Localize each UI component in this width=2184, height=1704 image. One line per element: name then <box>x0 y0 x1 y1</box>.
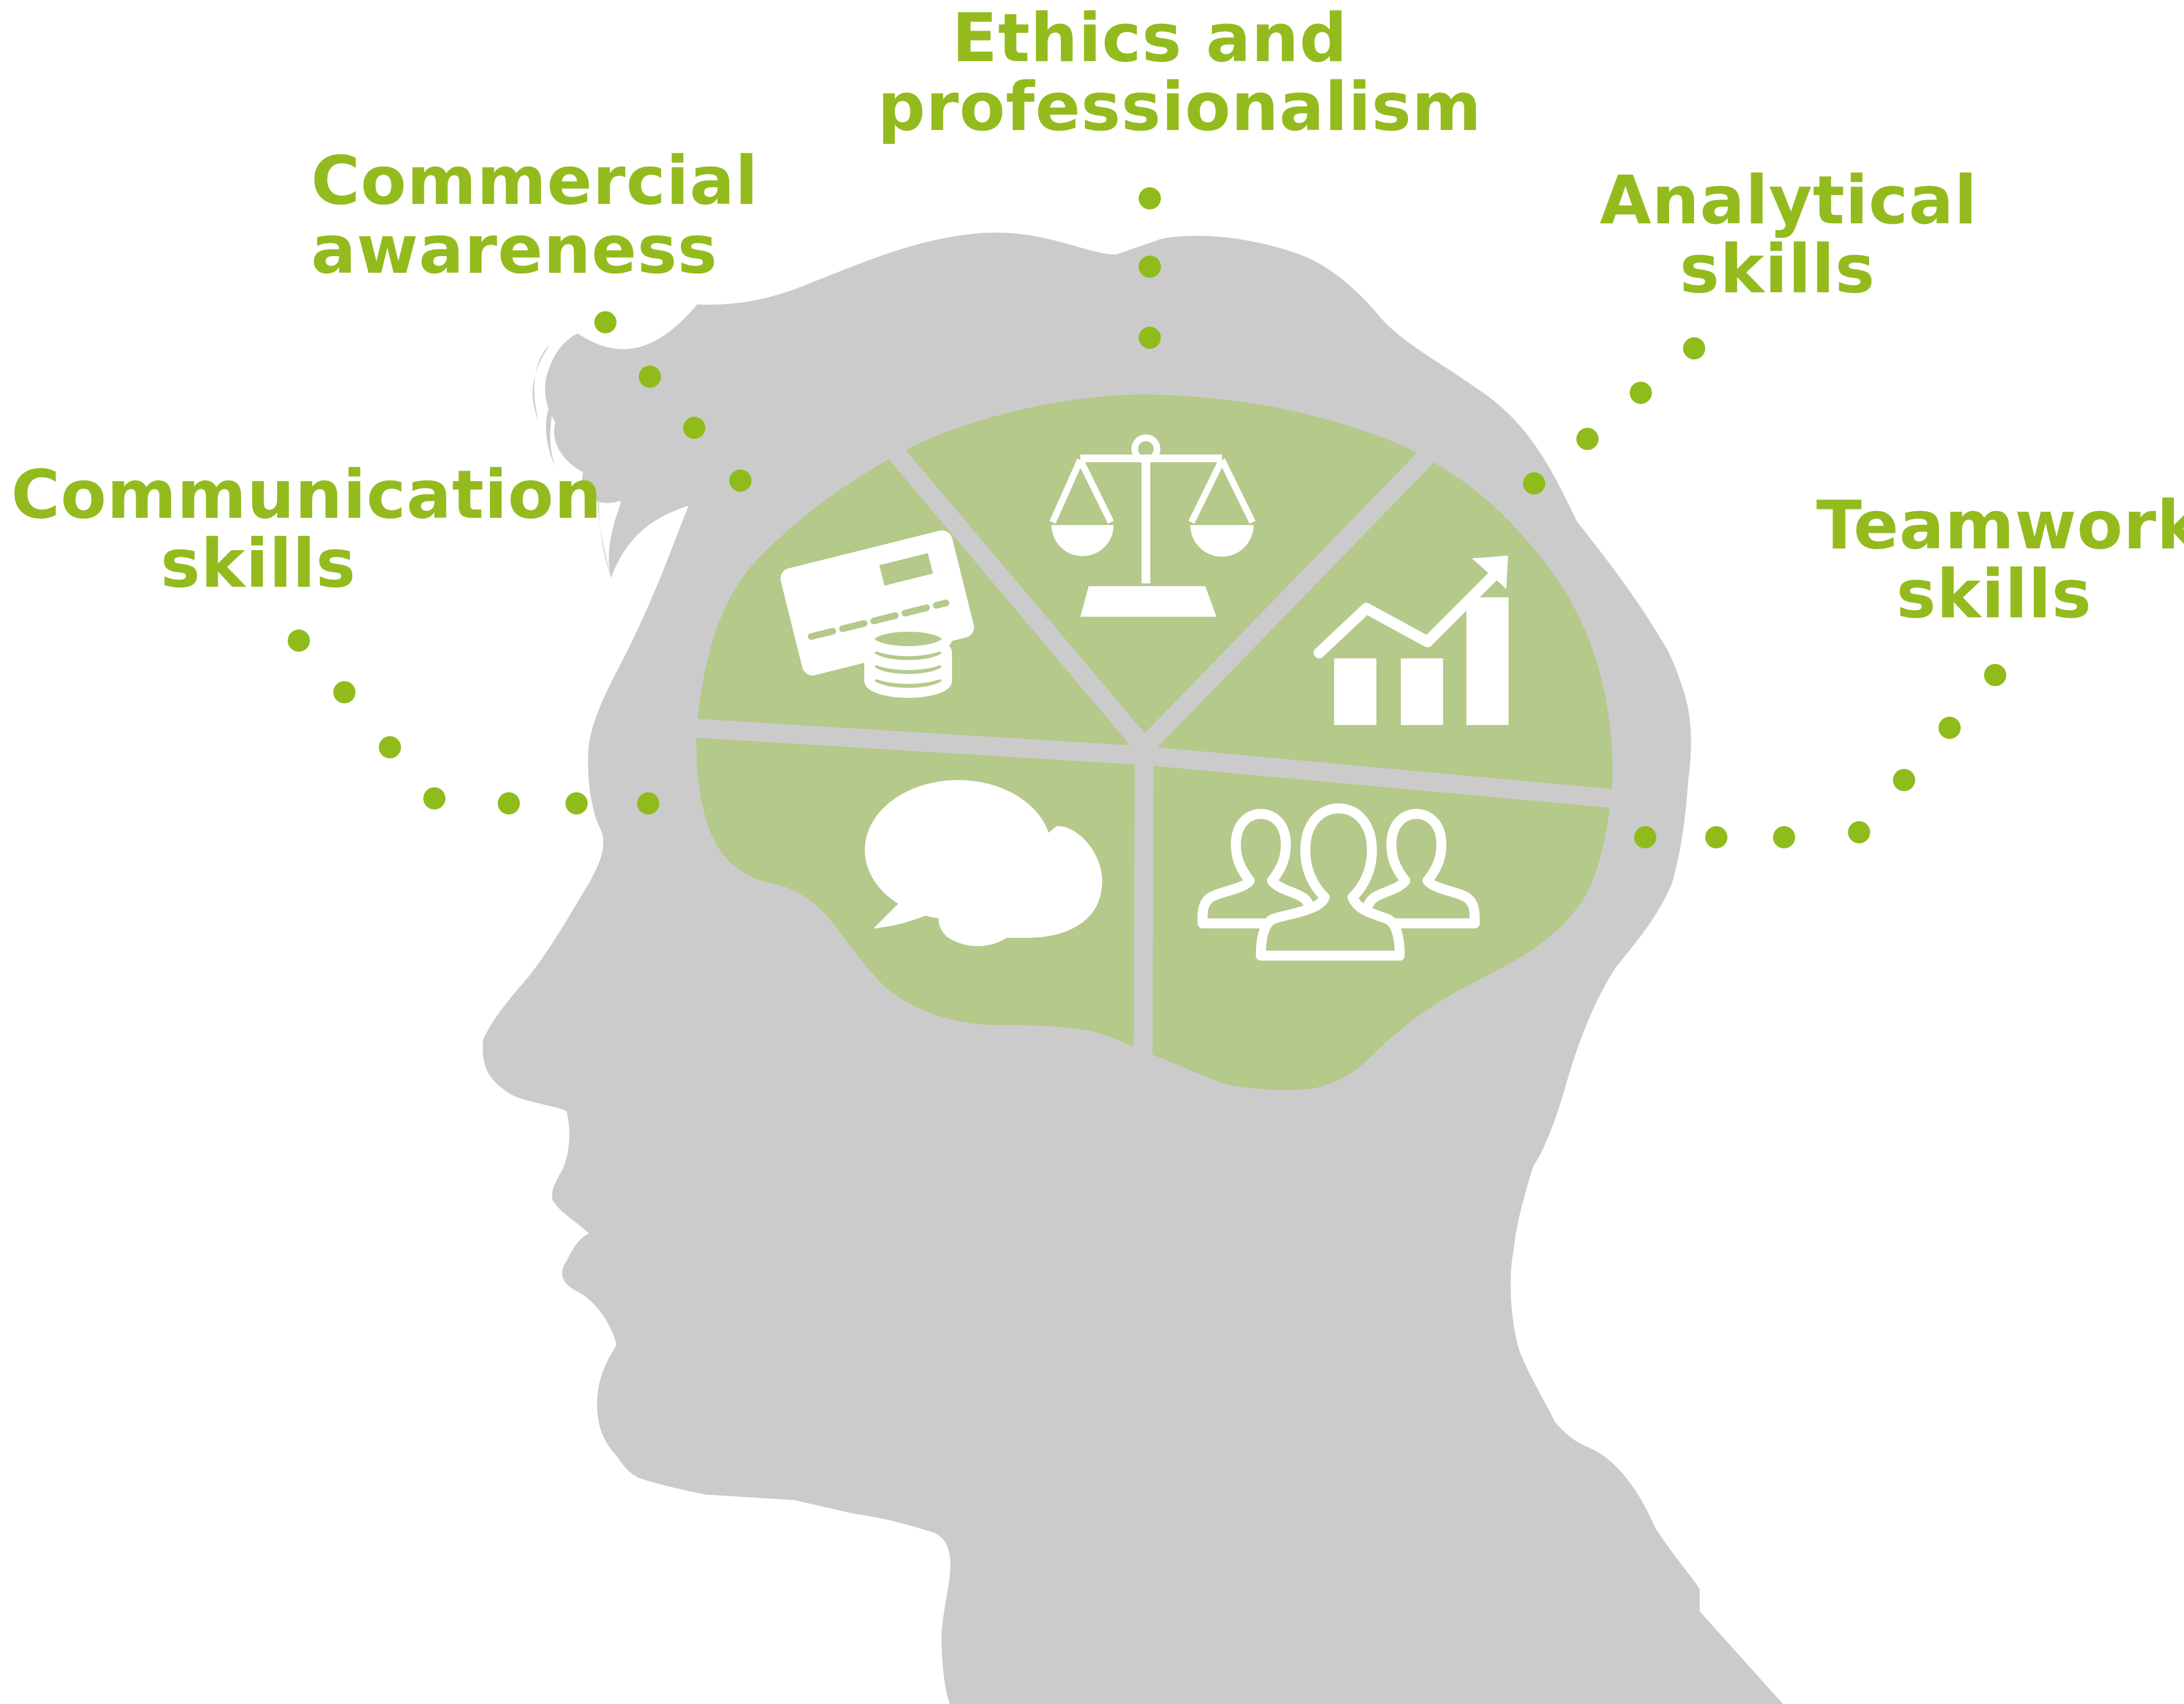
teamwork-line1: Teamwork <box>1816 487 2184 564</box>
communication-skills-label: Communication skills <box>11 457 603 603</box>
ethics-line2: professionalism <box>878 69 1482 146</box>
rising-bar-chart-icon <box>1314 556 1509 725</box>
speech-bubbles-icon <box>865 780 1103 946</box>
ethics-professionalism-label: Ethics and professionalism <box>878 0 1482 146</box>
balance-scale-icon <box>1049 434 1256 617</box>
commercial-dots <box>594 311 752 492</box>
teamwork-line2: skills <box>1896 556 2092 633</box>
ethics-dots <box>1139 187 1161 349</box>
commercial-awareness-label: Commercial awareness <box>311 143 759 289</box>
analytical-dots <box>1523 337 1705 494</box>
ethics-line1: Ethics and <box>951 0 1348 77</box>
credit-card-coins-icon <box>780 530 974 698</box>
analytical-line1: Analytical <box>1600 162 1978 239</box>
analytical-line2: skills <box>1679 231 1876 308</box>
teamwork-skills-label: Teamwork skills <box>1816 487 2184 633</box>
analytical-skills-label: Analytical skills <box>1600 162 1978 308</box>
group-of-people-icon <box>1198 803 1480 961</box>
hair-wisps <box>532 333 678 578</box>
communication-line2: skills <box>160 526 357 603</box>
communication-line1: Communication <box>11 457 603 534</box>
teamwork-dots <box>1634 664 2006 848</box>
commercial-line1: Commercial <box>311 143 759 220</box>
brain-dividers <box>688 438 1617 1056</box>
communication-dots <box>288 629 659 814</box>
commercial-line2: awareness <box>311 212 718 289</box>
